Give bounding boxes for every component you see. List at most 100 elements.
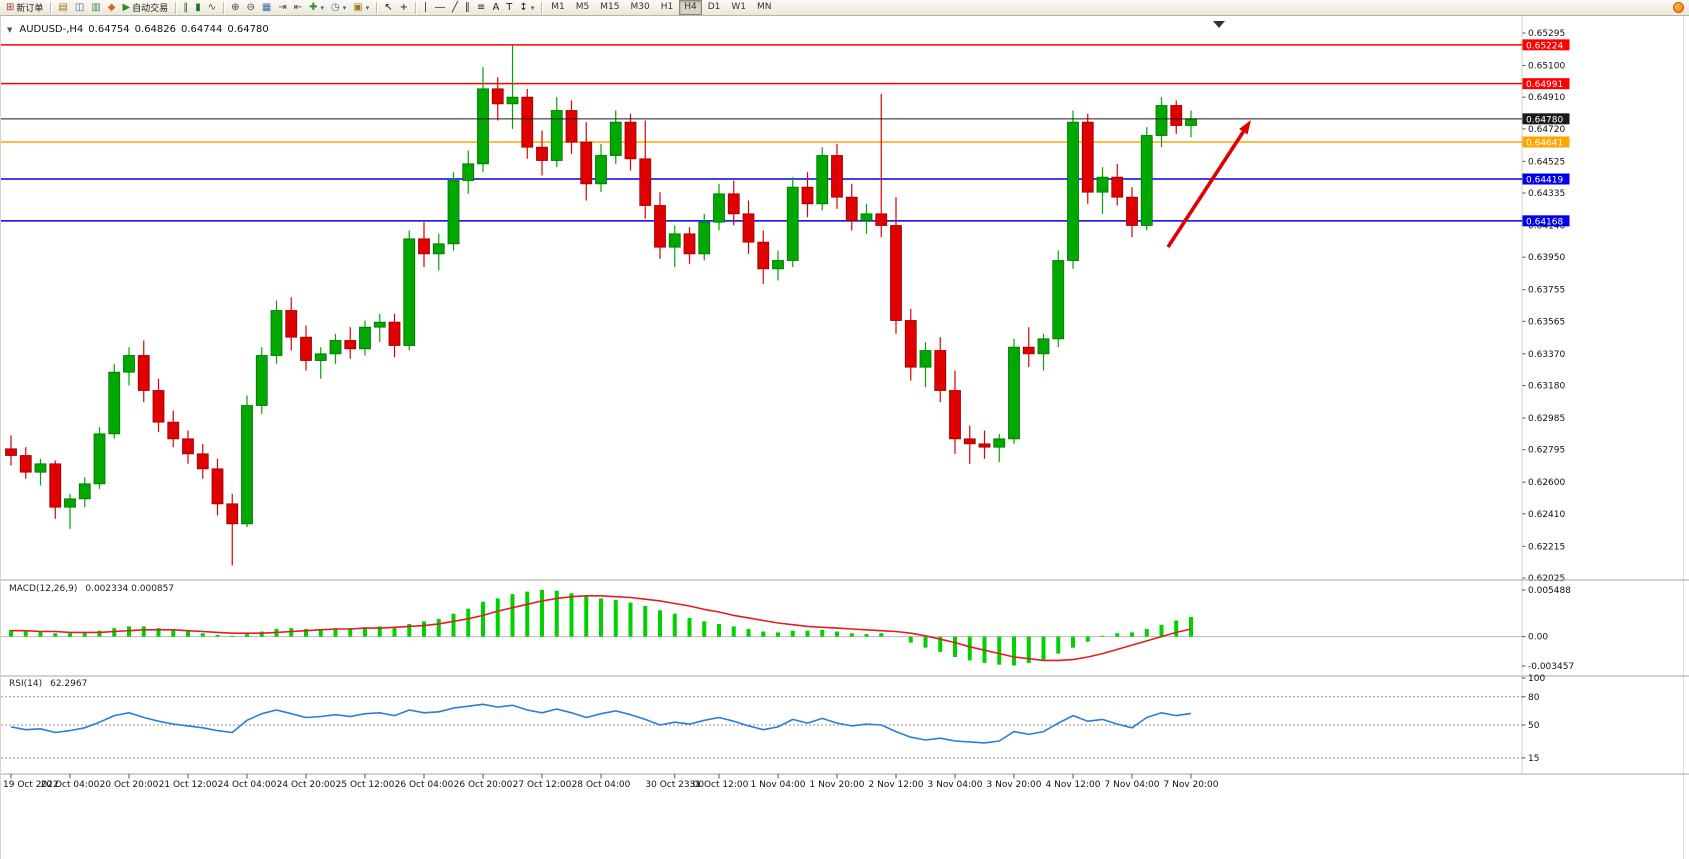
chart-window[interactable]: 0.65295 0.65100 0.64910 0.64720 0.64525 0.643… bbox=[0, 16, 1689, 859]
timeframe-mn-button[interactable]: MN bbox=[757, 2, 772, 12]
macd-name: MACD(12,26,9) bbox=[9, 584, 78, 594]
time-axis-label: 1 Nov 04:00 bbox=[750, 780, 806, 790]
crosshair-icon[interactable]: + bbox=[399, 2, 409, 13]
macd-axis-label: 0.00 bbox=[1528, 633, 1548, 643]
time-axis-label: 3 Nov 20:00 bbox=[986, 780, 1042, 790]
timeframe-m15-button[interactable]: M15 bbox=[600, 2, 620, 12]
candle-down bbox=[1126, 196, 1138, 226]
autotrading-label: 自动交易 bbox=[132, 4, 169, 14]
macd-values: 0.002334 0.000857 bbox=[85, 584, 175, 594]
tile-windows-icon[interactable]: ▦ bbox=[261, 2, 272, 13]
zoom-in-icon[interactable]: ⊕ bbox=[231, 2, 240, 13]
price-axis-label: 0.64140 bbox=[1528, 222, 1565, 232]
auto-scroll-icon[interactable]: ⇥ bbox=[278, 2, 287, 13]
candle-down bbox=[211, 468, 224, 505]
periods-icon[interactable]: ◷ ▾ bbox=[331, 2, 347, 13]
zoom-out-icon[interactable]: ⊖ bbox=[246, 2, 255, 13]
horizontal-line-icon[interactable]: ― bbox=[435, 2, 446, 13]
timeframe-h4-button[interactable]: H4 bbox=[679, 0, 702, 15]
navigator-icon[interactable]: ▥ bbox=[91, 2, 101, 13]
price-axis-label: 0.65100 bbox=[1528, 62, 1565, 72]
candle-up bbox=[1140, 135, 1153, 226]
community-icon[interactable] bbox=[1673, 2, 1684, 13]
candle-up bbox=[506, 96, 519, 105]
candle-up bbox=[698, 221, 711, 255]
indicators-icon[interactable]: ✚ ▾ bbox=[309, 2, 325, 13]
candle-up bbox=[860, 213, 873, 221]
toolbar-separator bbox=[50, 1, 52, 14]
candle-up bbox=[123, 355, 135, 373]
chart-shift-marker-icon[interactable] bbox=[1213, 21, 1225, 28]
text-label-icon[interactable]: T bbox=[506, 2, 513, 13]
timeframe-h1-button[interactable]: H1 bbox=[660, 2, 674, 12]
data-window-icon[interactable]: ◫ bbox=[74, 2, 85, 13]
price-axis-label: 0.64910 bbox=[1528, 93, 1565, 103]
templates-icon[interactable]: ▣ ▾ bbox=[353, 2, 370, 13]
macd-signal-line bbox=[11, 594, 1192, 662]
timeframe-d1-button[interactable]: D1 bbox=[707, 2, 721, 12]
dropdown-arrow-icon: ▾ bbox=[530, 3, 535, 12]
rsi-axis-label: 50 bbox=[1528, 721, 1540, 731]
ohlc-close: 0.64780 bbox=[227, 24, 269, 35]
candle-up bbox=[1067, 121, 1079, 261]
chart-shift-icon[interactable]: ⇤ bbox=[293, 2, 303, 13]
chart-ohlc-header: ▼ AUDUSD-,H4 0.64754 0.64826 0.64744 0.6… bbox=[7, 24, 269, 35]
dropdown-arrow-icon: ▾ bbox=[342, 3, 347, 12]
candle-down bbox=[890, 225, 902, 321]
candle-down bbox=[949, 390, 961, 440]
arrows-icon[interactable]: ↕ ▾ bbox=[519, 2, 535, 13]
candle-down bbox=[285, 310, 298, 338]
time-axis-label: 27 Oct 12:00 bbox=[512, 780, 572, 790]
candle-up bbox=[447, 180, 460, 245]
candle-down bbox=[654, 205, 666, 248]
rsi-name: RSI(14) bbox=[9, 679, 43, 689]
time-axis[interactable]: 19 Oct 2022 20 Oct 04:00 20 Oct 20:00 21 Oc… bbox=[1, 774, 1689, 814]
trend-arrow-annotation[interactable] bbox=[1166, 130, 1245, 248]
line-chart-icon[interactable]: ∿ bbox=[207, 2, 217, 13]
timeframe-m30-button[interactable]: M30 bbox=[630, 2, 650, 12]
price-tag-label: 0.64991 bbox=[1526, 80, 1563, 90]
metaeditor-icon[interactable]: ◆ bbox=[107, 2, 116, 13]
candle-up bbox=[1052, 260, 1065, 340]
candle-down bbox=[536, 146, 548, 161]
price-tag-label: 0.64419 bbox=[1526, 176, 1563, 186]
new-order-button[interactable]: ⊞ 新订单 bbox=[3, 0, 46, 16]
candle-down bbox=[152, 390, 165, 423]
price-tag bbox=[1522, 39, 1570, 51]
candle-down bbox=[742, 213, 755, 243]
chart-canvas[interactable]: 0.65295 0.65100 0.64910 0.64720 0.64525 0.643… bbox=[1, 16, 1689, 859]
one-click-trading-expander-icon[interactable]: ▼ bbox=[7, 25, 13, 34]
price-tag bbox=[1522, 215, 1570, 227]
time-axis-label: 26 Oct 04:00 bbox=[394, 780, 454, 790]
timeframe-m1-button[interactable]: M1 bbox=[551, 2, 565, 12]
candle-down bbox=[167, 421, 180, 440]
candle-down bbox=[1022, 346, 1035, 355]
candle-up bbox=[816, 155, 829, 205]
candlestick-chart-icon[interactable]: ▮ bbox=[195, 2, 201, 13]
market-watch-icon[interactable]: ▤ bbox=[58, 2, 68, 13]
timeframe-m5-button[interactable]: M5 bbox=[575, 2, 590, 12]
candle-down bbox=[226, 503, 239, 525]
bars-chart-icon[interactable]: ‖ bbox=[183, 2, 189, 13]
price-axis-label: 0.63950 bbox=[1528, 253, 1565, 263]
text-icon[interactable]: A bbox=[492, 2, 500, 13]
price-axis-label: 0.63755 bbox=[1528, 286, 1565, 296]
macd-axis-label: -0.003457 bbox=[1528, 662, 1574, 672]
vertical-line-icon[interactable]: ∣ bbox=[423, 2, 429, 13]
candle-up bbox=[772, 260, 784, 270]
candle-down bbox=[757, 241, 770, 270]
trendline-icon[interactable]: ╱ bbox=[452, 2, 459, 13]
new-order-label: 新订单 bbox=[16, 4, 44, 14]
autotrading-button[interactable]: ▶ 自动交易 bbox=[119, 0, 171, 16]
price-axis-label: 0.64525 bbox=[1528, 157, 1565, 167]
timeframe-w1-button[interactable]: W1 bbox=[731, 2, 747, 12]
candle-down bbox=[875, 213, 888, 226]
time-axis-label: 24 Oct 04:00 bbox=[217, 780, 277, 790]
cursor-icon[interactable]: ↖ bbox=[384, 2, 393, 13]
candle-up bbox=[314, 353, 327, 361]
channel-icon[interactable]: ∥ bbox=[465, 2, 471, 13]
candle-up bbox=[93, 433, 106, 485]
fibonacci-icon[interactable]: ≡ bbox=[477, 2, 486, 13]
candle-down bbox=[19, 455, 32, 473]
price-axis[interactable] bbox=[1522, 16, 1689, 774]
